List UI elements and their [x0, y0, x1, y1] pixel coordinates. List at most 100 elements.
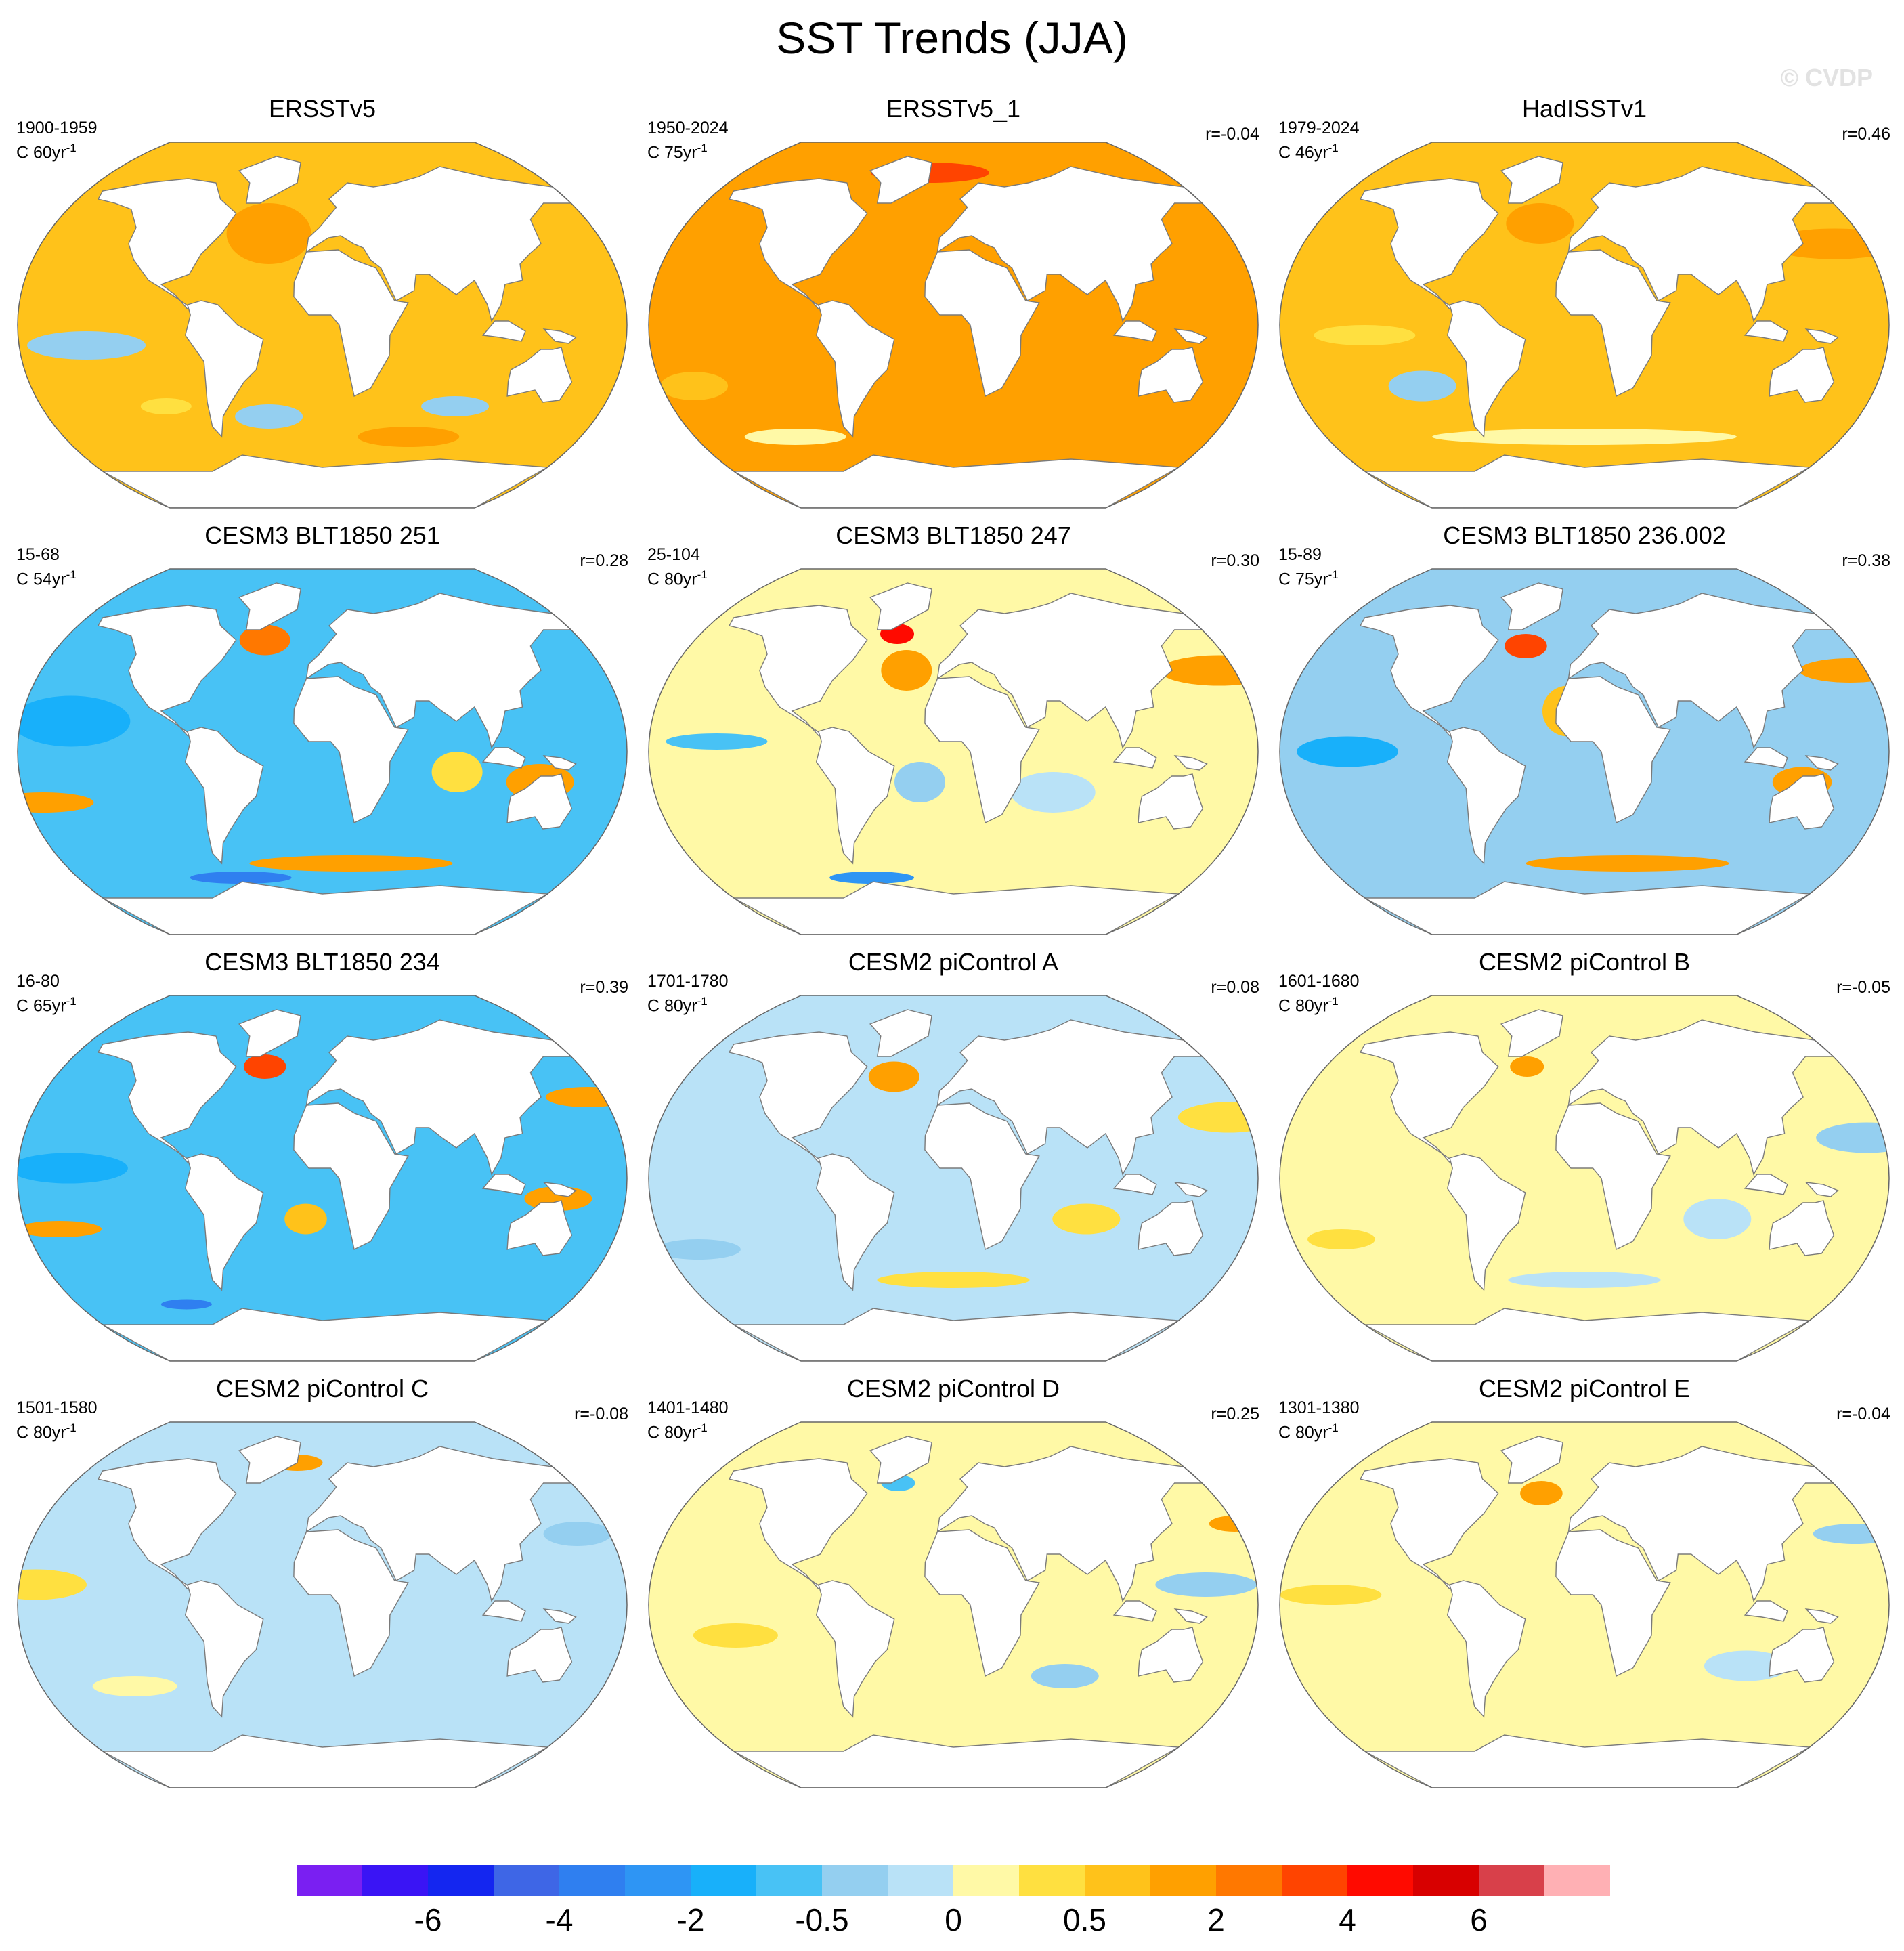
- period-range: 25-104: [647, 545, 700, 564]
- landmass: [1769, 1200, 1835, 1256]
- landmass: [1359, 178, 1499, 309]
- map-panel: CESM3 BLT1850 234 16-80 C 65yr-1 r=0.39: [11, 948, 634, 1375]
- trend-anomaly: [1816, 1122, 1889, 1153]
- sst-trend-map: [17, 995, 628, 1362]
- landmass: [184, 727, 264, 865]
- panel-period: 16-80 C 65yr-1: [16, 971, 77, 1016]
- sst-trend-map: [17, 1421, 628, 1788]
- map-outline: [1279, 568, 1890, 935]
- map-panel: ERSSTv5_1 1950-2024 C 75yr-1 r=-0.04: [642, 95, 1265, 521]
- colorbar-tick-label: -0.5: [795, 1902, 849, 1937]
- period-range: 1601-1680: [1278, 972, 1360, 991]
- trend-anomaly: [1297, 736, 1398, 767]
- trend-anomaly: [655, 1239, 741, 1260]
- colorbar-swatch: [625, 1865, 691, 1896]
- landmass: [728, 605, 868, 736]
- landmass: [102, 454, 549, 508]
- trend-anomaly: [894, 762, 945, 802]
- map-panel: CESM2 piControl C 1501-1580 C 80yr-1 r=-0.0…: [11, 1375, 634, 1801]
- trend-anomaly: [1508, 1272, 1661, 1288]
- landmass: [238, 582, 301, 630]
- landmass: [936, 1446, 1204, 1602]
- landmass: [924, 249, 1040, 398]
- units-exponent: -1: [697, 995, 708, 1008]
- map-panel: CESM2 piControl B 1601-1680 C 80yr-1 r=-0.0…: [1273, 948, 1896, 1375]
- colorbar-swatch: [559, 1865, 625, 1896]
- map-outline: [17, 1421, 628, 1788]
- landmass: [733, 881, 1180, 935]
- units-label: C 65yr: [16, 996, 66, 1016]
- correlation-label: r=0.38: [1842, 551, 1890, 570]
- colorbar-swatch: [1479, 1865, 1544, 1896]
- units-exponent: -1: [66, 568, 77, 581]
- landmass: [184, 1580, 264, 1718]
- landmass: [481, 747, 526, 769]
- trend-anomaly: [431, 752, 483, 792]
- landmass: [542, 1608, 577, 1624]
- trend-anomaly: [1031, 1664, 1099, 1688]
- landmass: [1567, 1446, 1835, 1602]
- colorbar-swatch: [297, 1865, 362, 1896]
- sst-trend-map: [648, 1421, 1259, 1788]
- landmass: [1744, 1600, 1788, 1622]
- map-panel: CESM2 piControl D 1401-1480 C 80yr-1 r=0.25: [642, 1375, 1265, 1801]
- landmass: [1359, 1458, 1499, 1589]
- sst-trend-map: [1279, 568, 1890, 935]
- trend-anomaly: [249, 855, 453, 872]
- colorbar-swatch: [428, 1865, 494, 1896]
- landmass: [869, 582, 932, 630]
- colorbar-swatch: [362, 1865, 428, 1896]
- colorbar-swatch: [1347, 1865, 1413, 1896]
- units-exponent: -1: [1328, 1421, 1339, 1434]
- map-outline: [648, 568, 1259, 935]
- trend-anomaly: [868, 1061, 919, 1092]
- period-range: 1900-1959: [16, 119, 98, 137]
- map-panel: ERSSTv5 1900-1959 C 60yr-1: [11, 95, 634, 521]
- trend-anomaly: [1314, 325, 1416, 345]
- units-label: C 54yr: [16, 570, 66, 589]
- landmass: [924, 1102, 1040, 1251]
- units-exponent: -1: [697, 1421, 708, 1434]
- landmass: [1112, 1174, 1157, 1195]
- landmass: [481, 320, 526, 342]
- map-outline: [1279, 995, 1890, 1362]
- landmass: [542, 328, 577, 344]
- sst-trend-map: [648, 995, 1259, 1362]
- landmass: [481, 1600, 526, 1622]
- colorbar-swatch: [953, 1865, 1019, 1896]
- landmass: [1173, 328, 1208, 344]
- page-title: SST Trends (JJA): [776, 13, 1128, 63]
- map-outline: [1279, 1421, 1890, 1788]
- trend-anomaly: [1704, 1650, 1789, 1681]
- landmass: [936, 166, 1204, 322]
- colorbar-tick-label: -4: [545, 1902, 574, 1937]
- trend-anomaly: [1683, 1199, 1752, 1239]
- landmass: [1364, 1308, 1811, 1361]
- landmass: [1364, 1734, 1811, 1788]
- landmass: [1804, 1182, 1839, 1197]
- panel-period: 1601-1680 C 80yr-1: [1278, 971, 1360, 1016]
- period-range: 1401-1480: [647, 1398, 729, 1417]
- trend-anomaly: [92, 1676, 177, 1696]
- trend-anomaly: [1813, 1524, 1889, 1544]
- colorbar-tick-label: 0: [945, 1902, 962, 1937]
- map-outline: [648, 142, 1259, 509]
- period-range: 1501-1580: [16, 1398, 98, 1417]
- units-label: C 80yr: [1278, 1423, 1328, 1442]
- landmass: [1500, 1436, 1563, 1484]
- landmass: [102, 1734, 549, 1788]
- landmass: [542, 1182, 577, 1197]
- colorbar-swatch: [1413, 1865, 1479, 1896]
- colorbar-swatch: [1216, 1865, 1282, 1896]
- landmass: [1567, 166, 1835, 322]
- trend-anomaly: [239, 624, 290, 656]
- landmass: [97, 605, 237, 736]
- landmass: [506, 1200, 573, 1256]
- units-exponent: -1: [66, 995, 77, 1008]
- landmass: [1446, 1580, 1526, 1718]
- units-label: C 75yr: [647, 143, 697, 163]
- panel-title: HadISSTv1: [1521, 95, 1647, 123]
- landmass: [506, 1627, 573, 1683]
- landmass: [1744, 320, 1788, 342]
- landmass: [1555, 676, 1671, 824]
